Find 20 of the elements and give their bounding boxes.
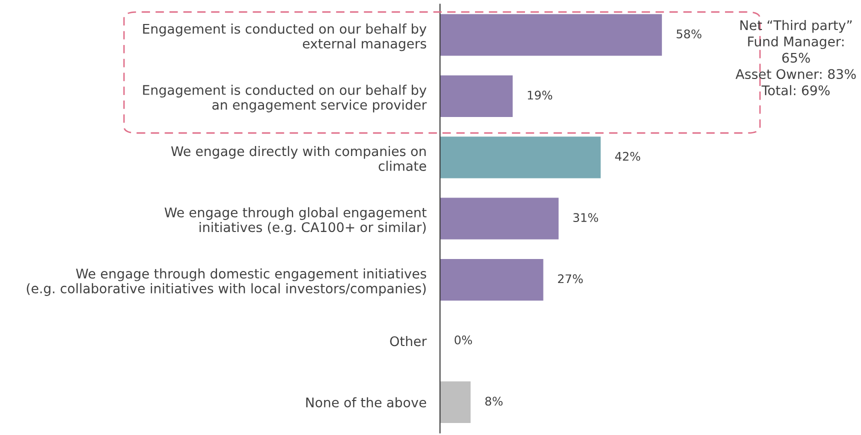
bar [440,14,662,56]
y-tick-label: We engage directly with companies on climate [171,146,426,171]
data-label: 0% [454,336,472,344]
data-label: 19% [528,90,552,100]
data-label: 58% [676,29,702,38]
bar [440,198,559,240]
y-tick-label: Engagement is conducted on our behalf by external managers [143,24,426,52]
data-label: 42% [615,152,640,161]
bar [440,258,544,301]
y-tick-label: Engagement is conducted on our behalf by an engagement service provider [143,84,427,112]
bar [440,136,601,178]
data-label: 8% [485,396,503,406]
data-label: 27% [558,274,583,284]
y-tick-label: We engage through global engagement initiatives (e.g. CA100+ or similar) [164,207,426,235]
y-tick-label: None of the above [306,397,426,408]
y-tick-label: We engage through domestic engagement initiatives (e.g. collaborative initiatives with local investors/companies) [26,268,426,296]
bar [440,381,471,424]
data-label: 31% [573,213,598,222]
bar [440,75,513,117]
y-tick-label: Other [390,336,427,346]
